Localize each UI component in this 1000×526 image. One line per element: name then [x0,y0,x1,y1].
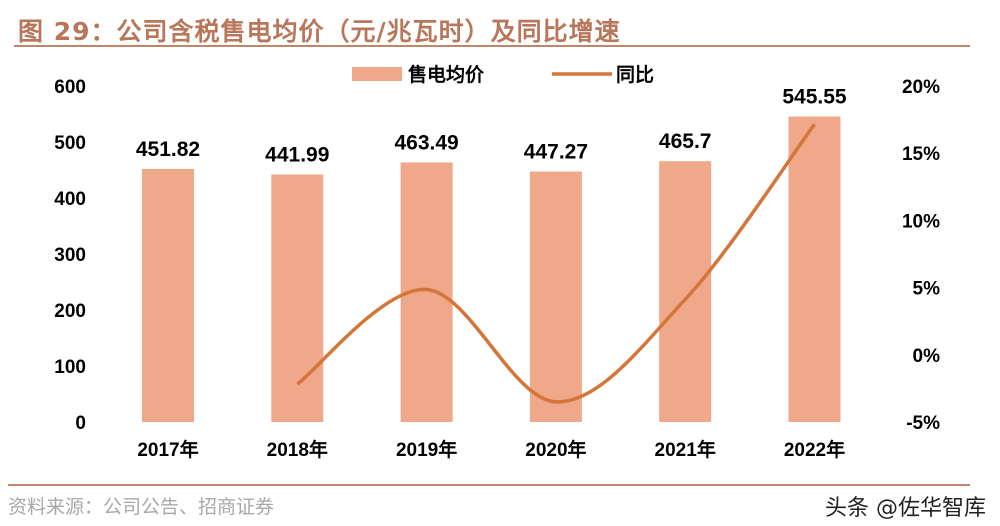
right-axis-tick: 20% [902,77,940,98]
chart: 0 100 200 300 400 500 600 -5% 0% 5% 10% 15% 20% 451.8… [54,63,941,461]
legend-swatch-bar [352,67,402,81]
footer-divider [8,484,970,486]
bar [142,168,194,422]
legend-label-bar: 售电均价 [407,63,485,86]
bar-data-label: 463.49 [394,131,458,154]
x-axis-tick: 2017年 [137,438,198,461]
bar [529,171,582,422]
right-axis-tick: 10% [902,211,940,232]
left-axis-tick: 400 [54,189,86,210]
left-axis-tick: 200 [54,301,86,322]
bar [659,161,712,422]
chart-title: 图 29：公司含税售电均价（元/兆瓦时）及同比增速 [18,17,621,46]
bar-data-label: 441.99 [265,143,329,166]
left-axis-tick: 0 [75,413,86,434]
right-axis-tick: -5% [906,413,940,434]
x-axis-tick: 2021年 [655,438,716,461]
legend-label-line: 同比 [616,64,654,86]
x-axis-tick: 2022年 [784,438,845,461]
bar [788,116,841,422]
watermark: 头条 @佐华智库 [825,496,986,521]
x-axis-tick: 2019年 [396,438,457,461]
right-axis-tick: 5% [913,279,941,300]
title-divider [14,45,970,47]
bar-data-label: 465.7 [659,130,712,153]
left-axis-tick: 300 [54,245,86,266]
left-axis-tick: 500 [54,133,86,154]
left-axis-tick: 600 [54,77,86,98]
right-axis-tick: 15% [902,144,940,165]
x-axis-tick: 2018年 [267,438,328,461]
bar-data-label: 451.82 [136,138,200,161]
x-axis-tick: 2020年 [525,438,586,461]
left-axis-tick: 100 [54,357,86,378]
bar [271,174,324,422]
yoy-line [296,123,816,404]
bar-data-label: 447.27 [524,141,588,164]
source-note: 资料来源：公司公告、招商证券 [8,496,275,518]
right-axis-tick: 0% [913,346,941,367]
bar-data-label: 545.55 [782,85,847,108]
